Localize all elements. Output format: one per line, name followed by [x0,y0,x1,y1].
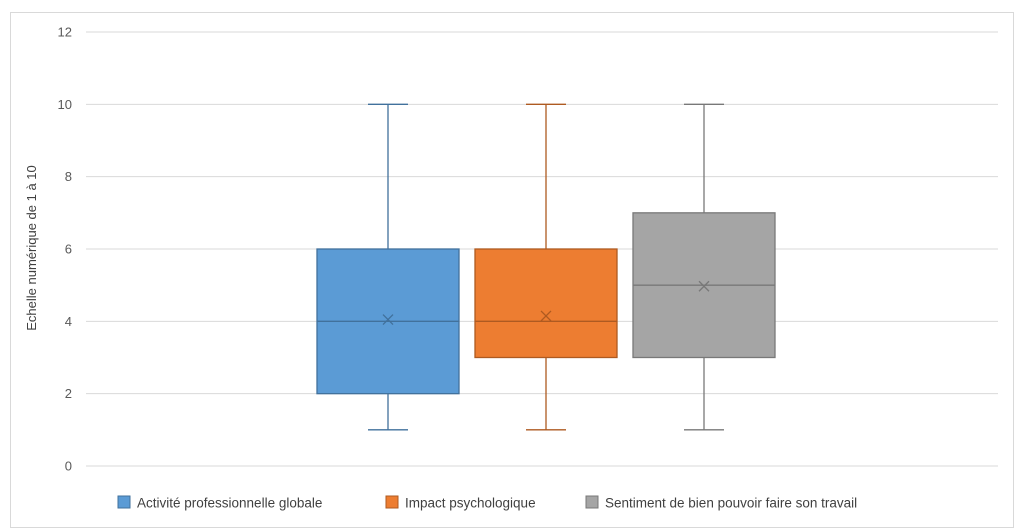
legend-label: Impact psychologique [405,496,536,511]
legend-item-1: Activité professionnelle globale [117,495,322,511]
y-tick-label-10: 10 [58,97,72,112]
legend-label: Sentiment de bien pouvoir faire son trav… [605,496,857,511]
y-tick-label-6: 6 [65,242,72,257]
box-3 [632,103,776,431]
legend-swatch [117,495,131,509]
y-tick-label-4: 4 [65,314,72,329]
box-body [474,248,618,359]
legend-item-3: Sentiment de bien pouvoir faire son trav… [585,495,857,511]
y-axis-title: Echelle numérique de 1 à 10 [24,165,39,331]
y-tick-label-12: 12 [58,25,72,40]
y-tick-label-2: 2 [65,386,72,401]
box-1 [316,103,460,431]
legend-swatch [385,495,399,509]
mean-marker-b [540,310,552,322]
legend: Activité professionnelle globale Impact p… [117,495,857,511]
y-axis-ticks: 0 2 4 6 8 10 12 [58,25,72,474]
mean-marker-b [382,314,394,325]
legend-label: Activité professionnelle globale [137,496,322,511]
legend-swatch [585,495,599,509]
legend-item-2: Impact psychologique [385,495,536,511]
mean-marker-b [698,280,710,292]
box-2 [474,103,618,431]
box-series [316,103,776,431]
y-tick-label-8: 8 [65,169,72,184]
y-tick-label-0: 0 [65,459,72,474]
